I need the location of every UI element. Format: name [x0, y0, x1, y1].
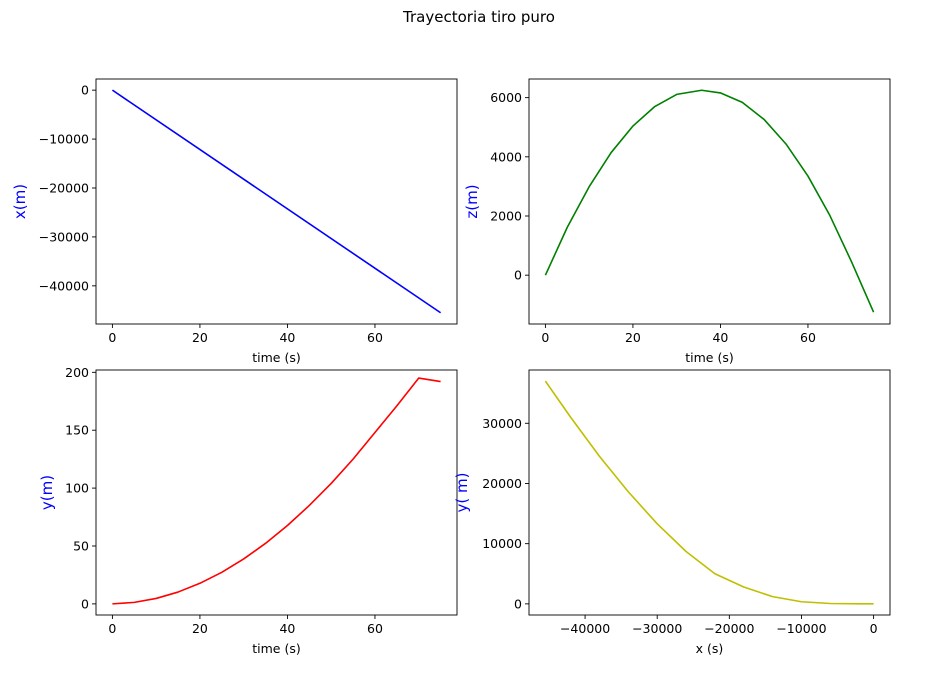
y-tick-label: −20000 — [39, 180, 89, 195]
series-line-4 — [544, 380, 874, 605]
y-tick-label: 150 — [65, 423, 89, 438]
x-axis-label: x (s) — [696, 641, 724, 656]
x-tick-label: 60 — [367, 330, 383, 345]
y-tick-label: 0 — [81, 596, 89, 611]
y-tick-label: −30000 — [39, 229, 89, 244]
x-tick-label: 0 — [541, 330, 549, 345]
y-axis-label: y( m) — [453, 473, 471, 513]
y-tick-label: 200 — [65, 365, 89, 380]
x-tick-label: 40 — [279, 621, 295, 636]
y-tick-label: −10000 — [39, 132, 89, 147]
y-tick-label: 4000 — [490, 149, 522, 164]
x-axis-label: time (s) — [685, 350, 733, 365]
x-tick-label: 20 — [625, 330, 641, 345]
y-tick-label: 100 — [65, 481, 89, 496]
axes-frame-3 — [95, 369, 458, 616]
x-tick-label: 0 — [108, 621, 116, 636]
axes-frame-4 — [528, 369, 891, 616]
y-tick-label: −40000 — [39, 278, 89, 293]
x-tick-label: −20000 — [704, 621, 754, 636]
x-tick-label: 20 — [192, 621, 208, 636]
x-tick-label: 20 — [192, 330, 208, 345]
x-axis-label: time (s) — [252, 350, 300, 365]
x-tick-label: 40 — [712, 330, 728, 345]
y-tick-label: 20000 — [482, 476, 522, 491]
x-tick-label: 0 — [870, 621, 878, 636]
x-tick-label: −10000 — [776, 621, 826, 636]
y-axis-label: z(m) — [463, 184, 481, 218]
subplot-1: 0 20 40 60 0 −10000 −20000 −30000 −40000 time (s)… — [11, 78, 458, 365]
y-tick-label: 0 — [514, 596, 522, 611]
y-axis-label: x(m) — [11, 184, 29, 219]
series-line-1 — [111, 89, 442, 314]
subplot-4: −40000 −30000 −20000 −10000 0 0 10000 20000 3000… — [453, 369, 891, 656]
x-axis-label: time (s) — [252, 641, 300, 656]
subplot-2: 0 20 40 60 0 2000 4000 6000 time (s) z(m) — [463, 78, 891, 365]
y-tick-label: 2000 — [490, 208, 522, 223]
y-tick-label: 6000 — [490, 90, 522, 105]
x-tick-label: 40 — [279, 330, 295, 345]
series-line-2 — [544, 89, 875, 313]
figure-suptitle: Trayectoria tiro puro — [402, 8, 555, 26]
subplot-3: 0 20 40 60 0 50 100 150 200 time (s) y(m) — [38, 365, 458, 656]
y-axis-label: y(m) — [38, 475, 56, 510]
y-tick-label: 10000 — [482, 536, 522, 551]
x-tick-label: 0 — [108, 330, 116, 345]
x-tick-label: 60 — [800, 330, 816, 345]
x-tick-label: −40000 — [560, 621, 610, 636]
axes-frame-1 — [95, 78, 458, 325]
subplots: 0 20 40 60 0 −10000 −20000 −30000 −40000 time (s)… — [11, 78, 891, 656]
series-line-3 — [112, 377, 441, 605]
y-tick-label: 30000 — [482, 416, 522, 431]
axes-frame-2 — [528, 78, 891, 325]
y-tick-label: 50 — [73, 538, 89, 553]
y-tick-label: 0 — [514, 268, 522, 283]
x-tick-label: 60 — [367, 621, 383, 636]
y-tick-label: 0 — [81, 83, 89, 98]
x-tick-label: −30000 — [632, 621, 682, 636]
